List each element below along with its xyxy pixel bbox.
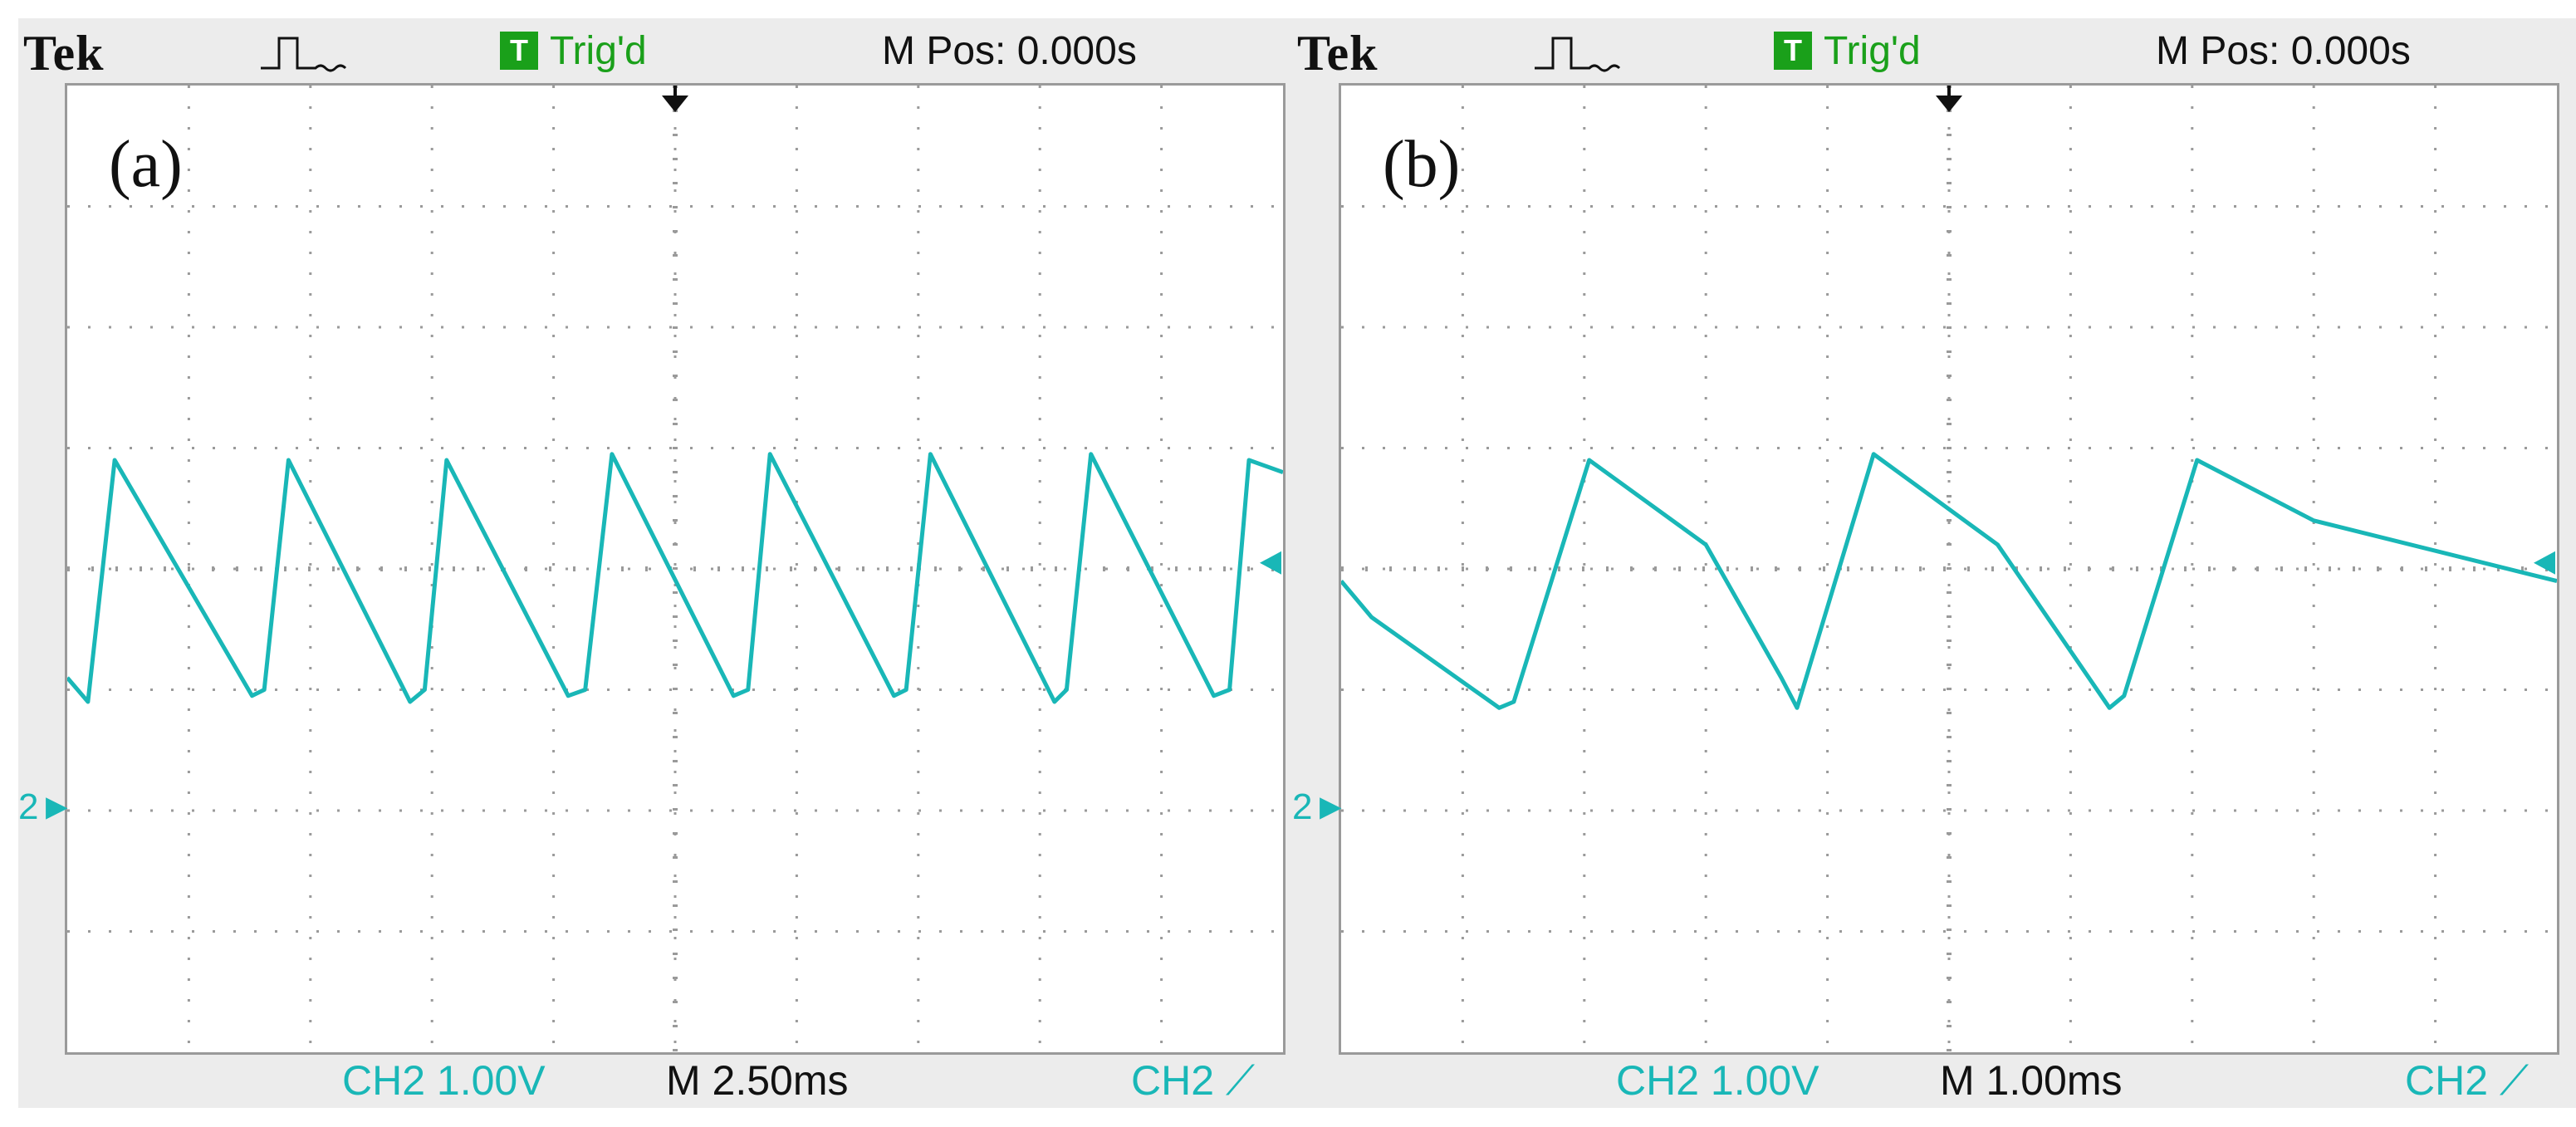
- trigger-source-label: CH2: [1131, 1057, 1215, 1104]
- channel-ground-marker: 2►: [18, 786, 75, 828]
- trigger-position-icon: [662, 96, 688, 112]
- channel-scale-readout: CH2 1.00V: [1616, 1057, 1819, 1104]
- horizontal-position-readout: M Pos: 0.000s: [2156, 29, 2411, 73]
- trigger-level-icon: [2534, 551, 2555, 575]
- rising-edge-icon: ⟋: [1225, 1057, 1255, 1104]
- rising-edge-icon: ⟋: [2499, 1057, 2529, 1104]
- trigger-source-readout: CH2 ⟋: [1131, 1056, 1255, 1105]
- timebase-readout: M 2.50ms: [666, 1057, 849, 1104]
- waveform-trace: [67, 452, 1283, 704]
- channel-scale-readout: CH2 1.00V: [342, 1057, 546, 1104]
- trigger-status: Trig'd: [550, 29, 647, 73]
- channel-marker-label: 2: [18, 786, 39, 827]
- brand-logo: Tek: [23, 26, 105, 81]
- horizontal-position-readout: M Pos: 0.000s: [882, 29, 1137, 73]
- panel-label: (b): [1383, 128, 1461, 201]
- arrow-right-icon: ►: [38, 786, 76, 827]
- trigger-status: Trig'd: [1824, 29, 1921, 73]
- graticule: (b): [1339, 83, 2559, 1055]
- arrow-right-icon: ►: [1312, 786, 1349, 827]
- trigger-level-icon: [1260, 551, 1281, 575]
- trigger-position-icon: [1936, 96, 1962, 112]
- brand-logo: Tek: [1297, 26, 1379, 81]
- graticule: (a): [65, 83, 1286, 1055]
- waveform-trace: [1341, 452, 2557, 710]
- oscilloscope-panel-a: Tek T Trig'd M Pos: 0.000s (a) 2► CH2 1.…: [18, 18, 1302, 1108]
- timebase-readout: M 1.00ms: [1940, 1057, 2123, 1104]
- acquisition-mode-icon: [261, 37, 347, 72]
- channel-ground-marker: 2►: [1292, 786, 1349, 828]
- channel-marker-label: 2: [1292, 786, 1313, 827]
- acquisition-mode-icon: [1535, 37, 1621, 72]
- trigger-badge: T: [1774, 32, 1812, 70]
- oscilloscope-panel-b: Tek T Trig'd M Pos: 0.000s (b) 2► CH2 1.…: [1292, 18, 2576, 1108]
- panel-label: (a): [109, 128, 183, 201]
- trigger-source-readout: CH2 ⟋: [2405, 1056, 2529, 1105]
- trigger-badge: T: [500, 32, 538, 70]
- trigger-source-label: CH2: [2405, 1057, 2489, 1104]
- waveform-plot: [1341, 86, 2557, 1052]
- waveform-plot: [67, 86, 1283, 1052]
